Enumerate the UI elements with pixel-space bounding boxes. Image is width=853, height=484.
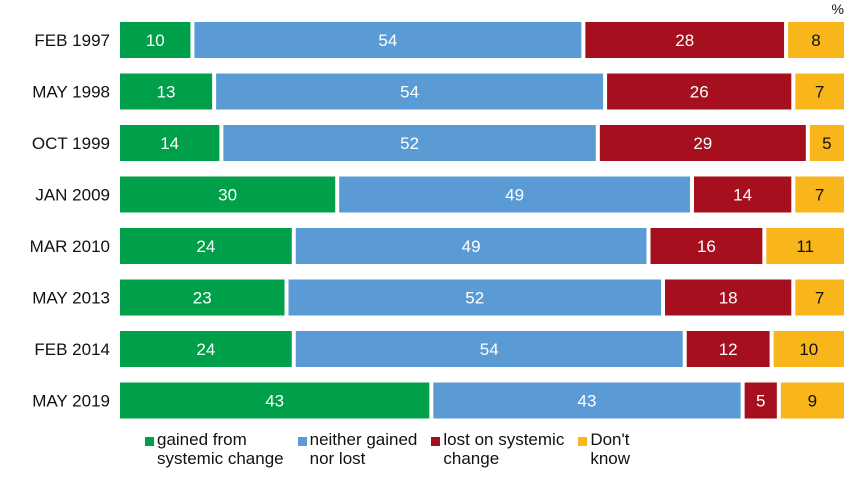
legend-label: lost on systemic change — [443, 430, 565, 468]
data-label: 30 — [218, 186, 237, 205]
data-label: 5 — [822, 134, 831, 153]
category-label: FEB 1997 — [34, 31, 110, 50]
bar-segment — [585, 22, 785, 58]
category-label: MAY 1998 — [32, 83, 110, 102]
data-label: 7 — [815, 83, 824, 102]
category-label: MAY 2019 — [32, 392, 110, 411]
bar-segment — [665, 279, 792, 316]
data-label: 11 — [796, 237, 814, 256]
data-label: 24 — [196, 237, 215, 256]
data-label: 52 — [465, 289, 484, 308]
data-label: 28 — [675, 31, 694, 50]
data-label: 14 — [160, 134, 179, 153]
bar-segment — [599, 125, 806, 161]
data-label: 7 — [815, 186, 824, 205]
bar-segment — [120, 382, 430, 419]
category-label: OCT 1999 — [32, 134, 110, 153]
bar-segment — [120, 228, 292, 264]
data-label: 54 — [400, 83, 419, 102]
data-label: 29 — [693, 134, 712, 153]
bar-row: MAY 2019 43 43 5 9 — [32, 382, 844, 419]
data-label: 12 — [719, 340, 738, 359]
bar-segment — [120, 331, 292, 367]
data-label: 18 — [719, 289, 738, 308]
bar-segment — [288, 279, 661, 316]
legend-item: neither gained nor lost — [297, 430, 418, 468]
bar-segment — [339, 176, 690, 213]
bar-row: MAY 1998 13 54 26 7 — [32, 73, 844, 110]
bar-segment — [650, 228, 763, 264]
bar-segment — [809, 125, 844, 161]
data-label: 5 — [756, 392, 765, 411]
data-label: 43 — [265, 392, 284, 411]
data-label: 9 — [808, 392, 817, 411]
legend-swatch — [297, 437, 307, 446]
bar-segment — [773, 331, 844, 367]
bar-segment — [795, 73, 844, 110]
legend-item: gained from systemic change — [145, 430, 284, 468]
data-label: 43 — [578, 392, 597, 411]
bar-segment — [120, 73, 213, 110]
bar-row: OCT 1999 14 52 29 5 — [32, 125, 844, 161]
bar-segment — [795, 176, 844, 213]
legend-swatch — [578, 437, 588, 446]
data-label: 23 — [193, 289, 212, 308]
bar-segment — [744, 382, 777, 419]
category-label: JAN 2009 — [35, 186, 110, 205]
data-label: 52 — [400, 134, 419, 153]
bar-segment — [686, 331, 770, 367]
data-label: 49 — [462, 237, 481, 256]
unit-label: % — [832, 1, 844, 17]
bar-segment — [607, 73, 792, 110]
bar-segment — [223, 125, 596, 161]
bar-segment — [433, 382, 741, 419]
bar-segment — [216, 73, 604, 110]
data-label: 54 — [480, 340, 499, 359]
bar-segment — [693, 176, 792, 213]
bar-segment — [766, 228, 844, 264]
data-label: 26 — [690, 83, 709, 102]
bar-row: MAR 2010 24 49 16 11 — [30, 228, 844, 264]
category-label: MAR 2010 — [30, 237, 110, 256]
bar-segment — [120, 176, 336, 213]
legend-label: Don't know — [590, 430, 631, 468]
legend-item: lost on systemic change — [431, 430, 564, 468]
bar-segment — [194, 22, 582, 58]
data-label: 8 — [811, 31, 820, 50]
bar-segment — [120, 279, 285, 316]
bar-row: MAY 2013 23 52 18 7 — [32, 279, 844, 316]
bar-segment — [780, 382, 844, 419]
legend-item: Don't know — [578, 430, 630, 468]
legend-swatch — [145, 437, 154, 446]
data-label: 7 — [815, 289, 824, 308]
category-label: FEB 2014 — [34, 340, 110, 359]
bar-segment — [120, 125, 220, 161]
bar-segment — [120, 22, 191, 58]
data-label: 54 — [378, 31, 397, 50]
data-label: 13 — [157, 83, 176, 102]
legend: gained from systemic change neither gaine… — [145, 430, 644, 468]
bar-segment — [295, 331, 683, 367]
data-label: 10 — [799, 340, 818, 359]
legend-swatch — [431, 437, 441, 446]
data-label: 24 — [196, 340, 215, 359]
stacked-bar-chart: % FEB 1997 10 54 28 8 MAY 1998 13 54 26 7 OCT 1999… — [30, 1, 844, 419]
bar-segment — [788, 22, 844, 58]
legend-label: neither gained nor lost — [309, 430, 418, 468]
bar-row: JAN 2009 30 49 14 7 — [35, 176, 844, 213]
bar-row: FEB 2014 24 54 12 10 — [34, 331, 844, 367]
data-label: 16 — [697, 237, 716, 256]
bar-segment — [295, 228, 647, 264]
data-label: 14 — [733, 186, 752, 205]
legend-label: gained from systemic change — [157, 430, 284, 468]
bar-segment — [795, 279, 844, 316]
data-label: 49 — [505, 186, 524, 205]
bar-row: FEB 1997 10 54 28 8 — [34, 22, 844, 58]
category-label: MAY 2013 — [32, 289, 110, 308]
data-label: 10 — [146, 31, 165, 50]
